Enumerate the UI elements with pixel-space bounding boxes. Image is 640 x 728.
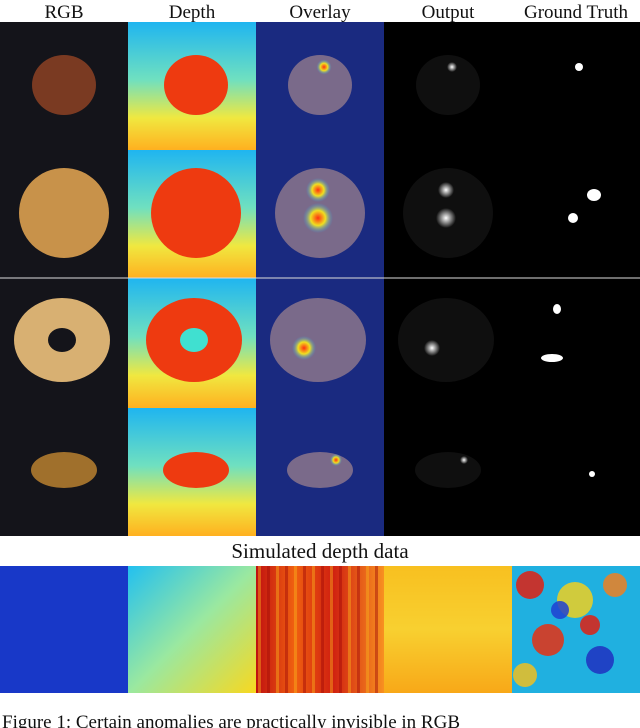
gt-bg [512,408,640,536]
overlay-heat [303,203,333,233]
depth-hole [180,328,208,352]
gt-blob [568,213,578,223]
sim-2-stripe [357,566,360,693]
rgb-object [31,452,97,488]
output-blob [460,456,468,464]
sim-2-stripe [276,566,279,693]
output-bg [384,408,512,536]
overlay-heat [316,59,332,75]
overlay-object [270,298,366,382]
depth-object [151,168,241,258]
sim-2-stripe [258,566,261,693]
column-header: Output [422,2,476,23]
output-blob [436,208,456,228]
sim-4-blob [603,573,627,597]
sim-4-blob [532,624,564,656]
caption: Figure 1: Certain anomalies are practica… [2,712,460,728]
output-haze [416,55,480,115]
output-bg [384,22,512,150]
gt-blob [541,354,563,362]
overlay-object [288,55,352,115]
sim-2-stripe [303,566,306,693]
output-blob [438,182,454,198]
depth-object [163,452,229,488]
sim-2-stripe [339,566,342,693]
overlay-heat [330,454,342,466]
gt-blob [553,304,561,314]
overlay-heat [306,178,330,202]
sim-2-stripe [330,566,333,693]
sim-3 [384,566,512,693]
depth-object [164,55,228,115]
sim-2-stripe [348,566,351,693]
output-blob [447,62,457,72]
column-header: RGB [44,2,83,23]
overlay-object [287,452,353,488]
sim-2-stripe [366,566,369,693]
sim-1 [128,566,256,693]
column-header: Ground Truth [524,2,628,23]
bagel-hole [48,328,76,352]
rgb-object [32,55,96,115]
sim-2 [256,566,384,693]
column-header: Overlay [289,2,351,23]
output-bg [384,278,512,408]
sim-2-stripe [285,566,288,693]
gt-bg [512,22,640,150]
column-header: Depth [169,2,216,23]
sim-2-stripe [294,566,297,693]
overlay-heat [292,336,316,360]
section-title: Simulated depth data [231,539,409,563]
sim-2-stripe [321,566,324,693]
sim-2-stripe [375,566,378,693]
sim-4-blob [513,663,537,687]
gt-bg [512,278,640,408]
gt-blob [587,189,601,201]
output-blob [424,340,440,356]
gt-blob [589,471,595,477]
sim-0 [0,566,128,693]
output-haze [415,452,481,488]
sim-4-blob [551,601,569,619]
sim-4-blob [516,571,544,599]
rgb-object [19,168,109,258]
sim-2-stripe [312,566,315,693]
gt-blob [575,63,583,71]
sim-4-blob [586,646,614,674]
sim-2-stripe [267,566,270,693]
output-haze [398,298,494,382]
sim-4-blob [580,615,600,635]
